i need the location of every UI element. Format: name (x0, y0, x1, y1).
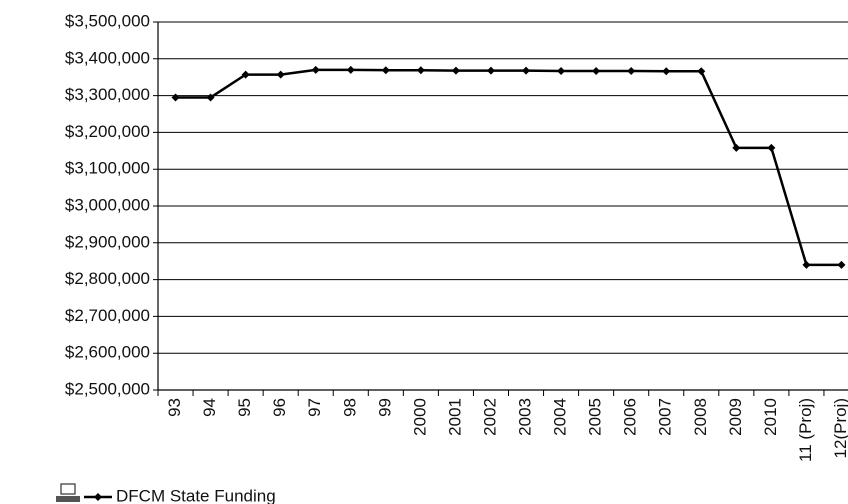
x-tick-label: 2003 (516, 398, 535, 436)
data-point (241, 70, 250, 79)
legend-marker (94, 493, 102, 501)
data-point (276, 70, 285, 79)
x-tick-label: 98 (340, 398, 359, 417)
data-point (416, 66, 425, 75)
x-tick-label: 94 (200, 398, 219, 417)
x-tick-label: 99 (375, 398, 394, 417)
data-point (451, 66, 460, 75)
legend-icon (56, 483, 80, 502)
x-tick-label: 95 (235, 398, 254, 417)
x-tick-label: 11 (Proj) (796, 398, 815, 462)
y-tick-label: $2,500,000 (65, 379, 150, 398)
x-tick-label: 2000 (410, 398, 429, 436)
data-point (486, 66, 495, 75)
data-point (802, 260, 811, 269)
y-tick-label: $3,200,000 (65, 122, 150, 141)
x-tick-label: 96 (270, 398, 289, 417)
data-point (522, 66, 531, 75)
y-tick-label: $2,900,000 (65, 232, 150, 251)
data-point (381, 66, 390, 75)
y-tick-label: $2,800,000 (65, 269, 150, 288)
x-tick-label: 2010 (761, 398, 780, 436)
x-tick-label: 2002 (480, 398, 499, 436)
y-tick-label: $3,300,000 (65, 85, 150, 104)
x-tick-label: 2007 (656, 398, 675, 436)
data-point (206, 93, 215, 102)
data-point (767, 143, 776, 152)
y-tick-label: $3,000,000 (65, 195, 150, 214)
data-point (697, 67, 706, 76)
series-line (175, 68, 842, 267)
data-point (592, 66, 601, 75)
data-point (311, 65, 320, 74)
x-tick-label: 12(Proj) (831, 398, 848, 458)
y-tick-label: $3,100,000 (65, 159, 150, 178)
data-point (662, 67, 671, 76)
legend-label: DFCM State Funding (116, 486, 276, 504)
x-tick-label: 2005 (586, 398, 605, 436)
y-tick-label: $3,400,000 (65, 48, 150, 67)
x-tick-label: 2001 (445, 398, 464, 436)
y-tick-label: $2,700,000 (65, 306, 150, 325)
y-tick-label: $3,500,000 (65, 11, 150, 30)
data-point (557, 66, 566, 75)
x-tick-label: 2006 (621, 398, 640, 436)
y-tick-label: $2,600,000 (65, 343, 150, 362)
data-point (346, 65, 355, 74)
x-tick-label: 2004 (551, 398, 570, 436)
data-point (732, 143, 741, 152)
x-tick-label: 2008 (691, 398, 710, 436)
x-tick-label: 97 (305, 398, 324, 417)
x-tick-label: 2009 (726, 398, 745, 436)
data-point (627, 66, 636, 75)
data-point (837, 260, 846, 269)
data-point (171, 93, 180, 102)
x-tick-label: 93 (165, 398, 184, 417)
